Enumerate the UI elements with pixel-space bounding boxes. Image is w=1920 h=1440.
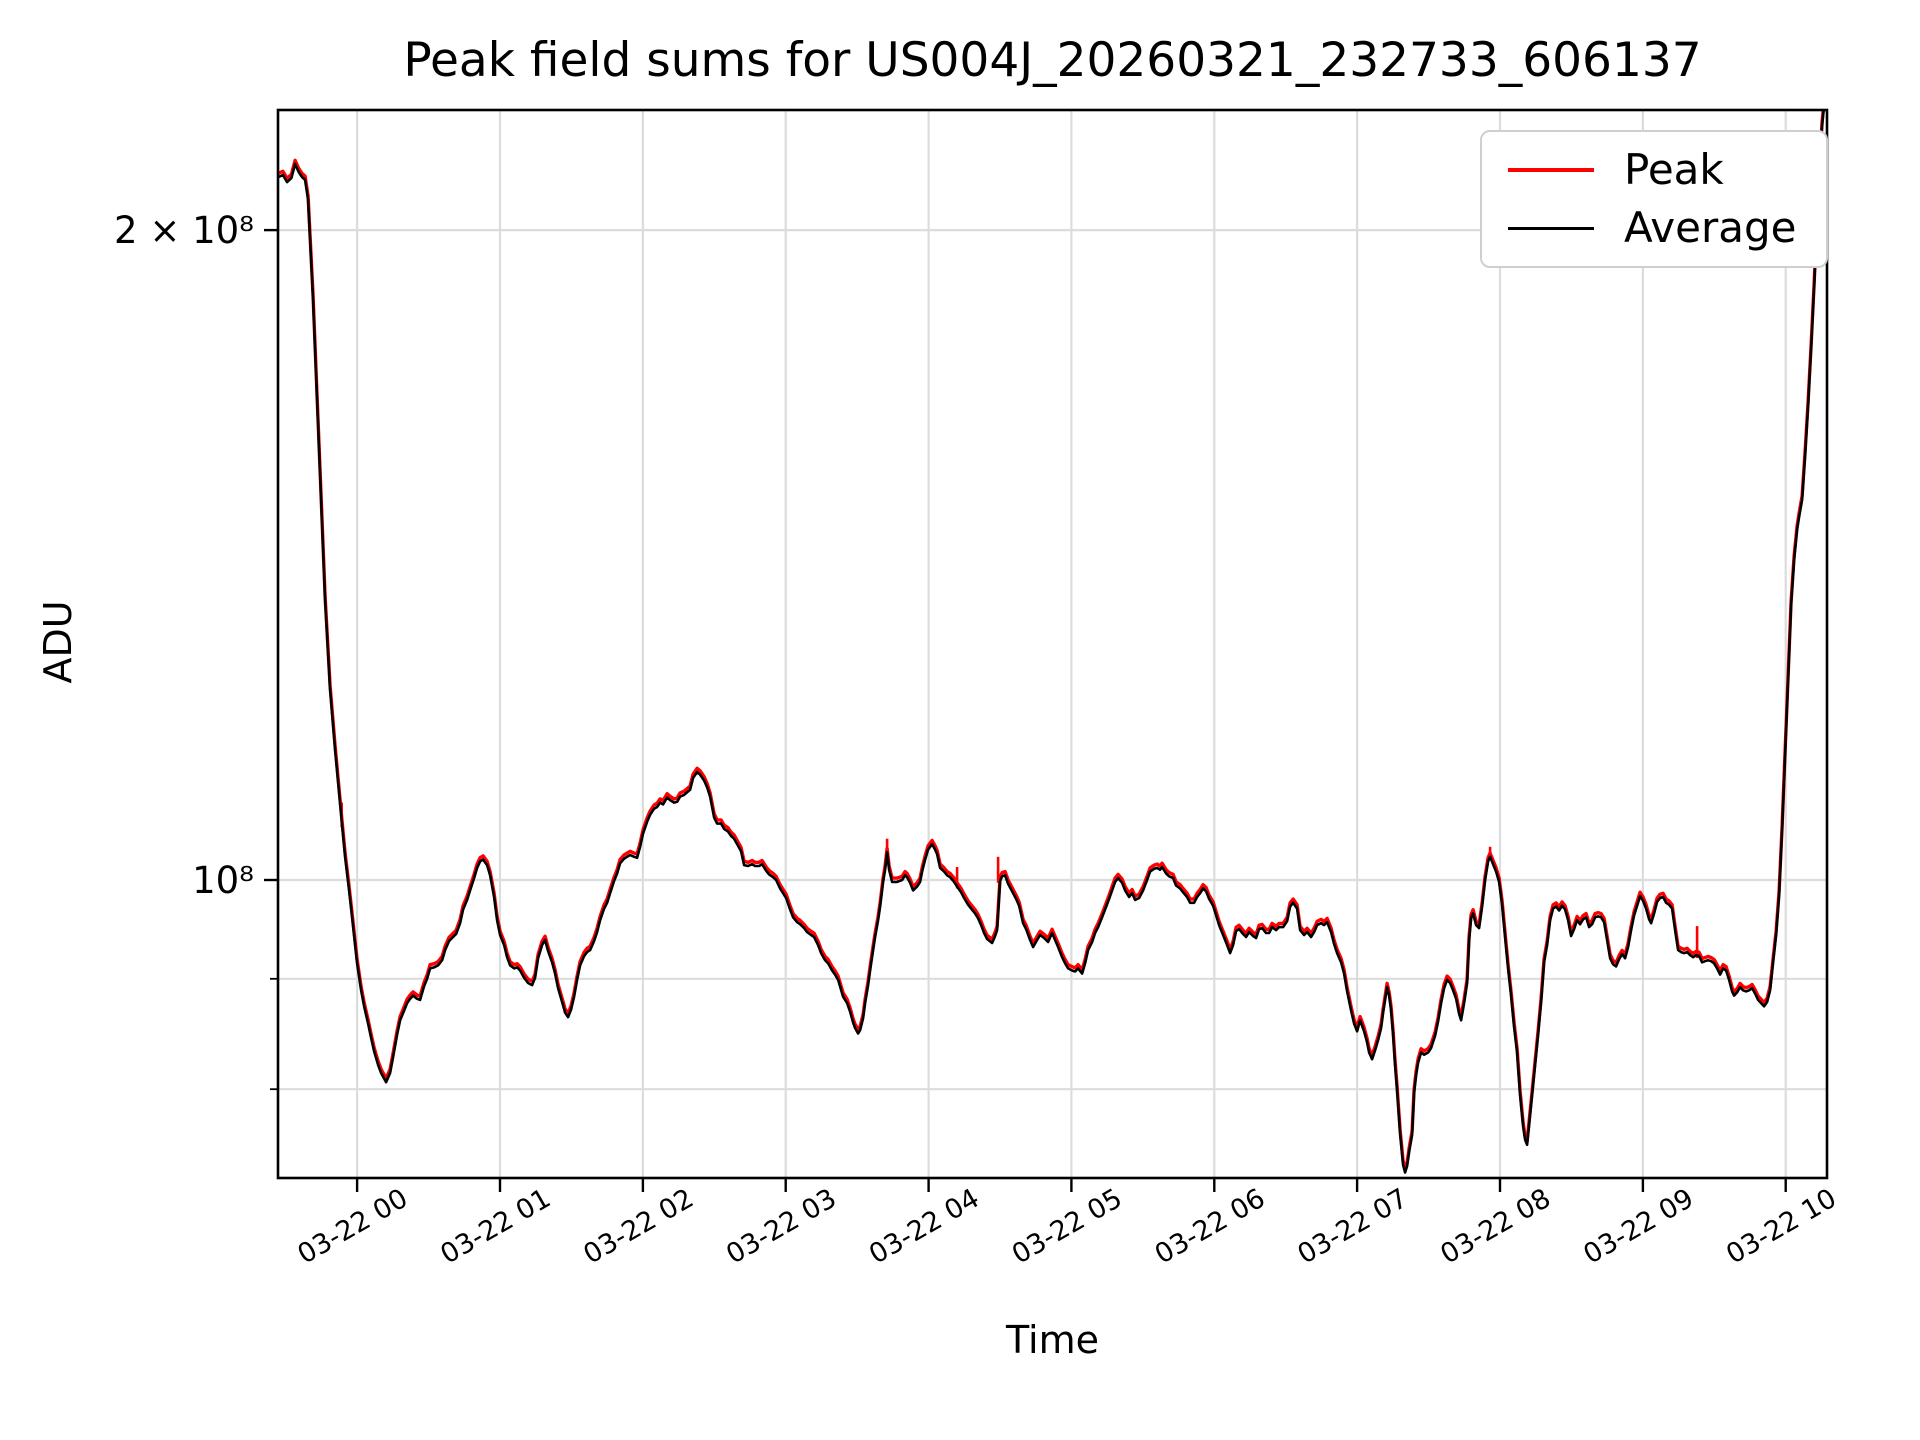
gridlines [278,110,1827,1178]
legend-entry-average: Average [1508,207,1826,249]
legend-label-peak: Peak [1624,144,1724,194]
peak-line-swatch-icon [1508,167,1594,172]
axes-spines [276,108,1829,1180]
legend-entry-peak: Peak [1508,144,1826,194]
legend: Peak Average [1480,130,1828,268]
average-line [278,110,1825,1174]
y-axis-ticks: 10⁸ 2 × 10⁸ [114,209,278,1091]
legend-label-average: Average [1624,203,1797,253]
y-tick-label: 2 × 10⁸ [114,209,254,252]
average-line-swatch-icon [1508,226,1594,230]
y-axis-label: ADU [36,600,80,684]
chart-title: Peak field sums for US004J_20260321_2327… [403,33,1702,88]
x-axis-label: Time [1006,1318,1099,1362]
peak-line [278,110,1825,1171]
y-tick-label: 10⁸ [192,859,254,902]
